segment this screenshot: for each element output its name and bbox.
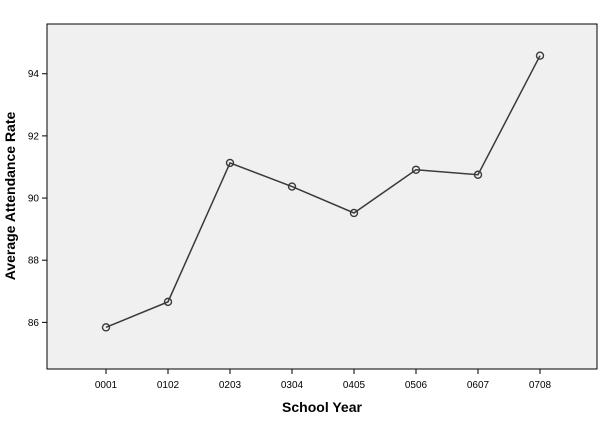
y-tick-label: 86 — [28, 318, 40, 329]
y-tick-label: 94 — [28, 69, 40, 80]
data-point-marker — [101, 323, 111, 332]
x-tick-label: 0405 — [343, 380, 366, 391]
y-axis-title: Average Attendance Rate — [2, 112, 18, 281]
data-point-marker — [287, 182, 297, 191]
series-line — [105, 55, 541, 329]
y-tick-label: 88 — [28, 256, 40, 267]
data-point-marker — [163, 297, 173, 307]
x-axis-title: School Year — [282, 399, 362, 415]
data-point-marker — [411, 165, 421, 174]
data-point-marker — [473, 170, 483, 179]
plot-area — [46, 23, 598, 370]
x-tick-label: 0001 — [95, 380, 118, 391]
data-markers — [101, 51, 545, 332]
data-point-marker — [225, 158, 235, 168]
x-tick-label: 0304 — [281, 380, 304, 391]
x-tick-label: 0102 — [157, 380, 180, 391]
y-tick-label: 92 — [28, 131, 40, 142]
x-axis: 0001 0102 0203 0304 0405 0506 0607 0708 — [95, 369, 552, 391]
y-tick-label: 90 — [28, 194, 40, 205]
y-axis: 86 88 90 92 94 — [28, 69, 47, 329]
data-point-marker — [535, 51, 545, 60]
x-tick-label: 0203 — [219, 380, 242, 391]
data-point-marker — [349, 208, 359, 218]
x-tick-label: 0708 — [529, 380, 552, 391]
x-tick-label: 0607 — [467, 380, 490, 391]
x-tick-label: 0506 — [405, 380, 428, 391]
